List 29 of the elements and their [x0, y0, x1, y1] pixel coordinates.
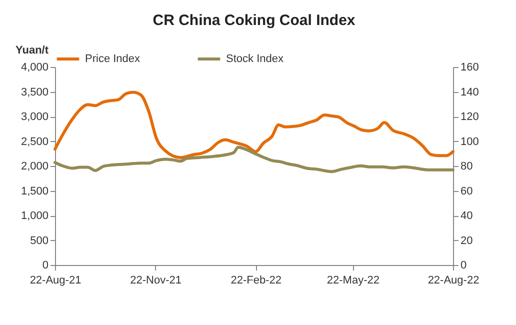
x-tick-label: 22-Aug-21	[30, 274, 82, 286]
y-tick-label: 0	[42, 260, 48, 272]
x-tick-label: 22-May-22	[326, 274, 380, 286]
x-tick-label: 22-Aug-22	[428, 274, 480, 286]
y2-tick-label: 40	[460, 210, 473, 222]
y2-tick-label: 100	[460, 136, 479, 148]
chart-title: CR China Coking Coal Index	[152, 12, 356, 29]
legend-label: Price Index	[85, 53, 141, 65]
x-tick-label: 22-Nov-21	[130, 274, 182, 286]
y-axis-title: Yuan/t	[16, 44, 49, 56]
x-tick-label: 22-Feb-22	[230, 274, 282, 286]
y2-tick-label: 60	[460, 185, 473, 198]
legend-label: Stock Index	[226, 53, 284, 65]
line-series	[54, 146, 454, 174]
y-tick-label: 4,000	[20, 62, 48, 74]
y2-tick-label: 160	[460, 62, 479, 74]
y2-tick-label: 0	[460, 260, 467, 272]
y-tick-label: 3,500	[20, 86, 48, 98]
y2-tick-label: 140	[460, 86, 479, 98]
y-tick-label: 3,000	[20, 111, 48, 123]
line-series	[54, 90, 454, 160]
y-tick-label: 1,500	[20, 185, 48, 198]
y-tick-label: 500	[30, 234, 48, 247]
y-tick-label: 2,500	[20, 136, 48, 148]
y2-tick-label: 120	[460, 111, 479, 123]
y-tick-label: 1,000	[20, 210, 48, 222]
y2-tick-label: 20	[460, 234, 473, 247]
y-tick-label: 2,000	[20, 160, 48, 172]
y2-tick-label: 80	[460, 160, 473, 172]
